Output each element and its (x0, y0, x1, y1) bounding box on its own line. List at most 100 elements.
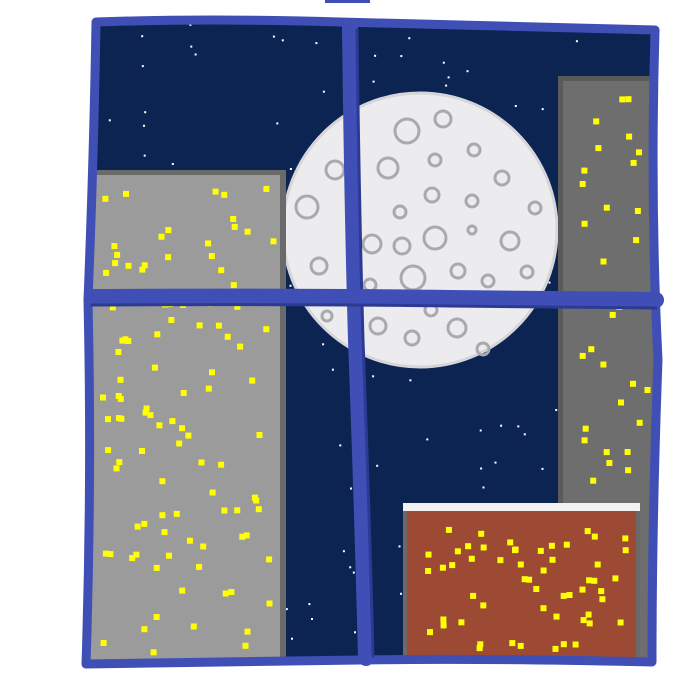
lit-window (100, 640, 107, 646)
lit-window (215, 322, 222, 329)
lit-window (468, 555, 475, 562)
lit-window (179, 587, 186, 594)
lit-window (439, 564, 446, 571)
building-right-edge (558, 76, 563, 664)
star (281, 39, 284, 42)
lit-window (633, 237, 640, 244)
lit-window (630, 380, 636, 387)
star (514, 105, 517, 107)
lit-window (579, 181, 586, 187)
crater (527, 200, 543, 216)
star (141, 65, 144, 68)
lit-window (166, 552, 172, 559)
star (289, 168, 292, 170)
star (372, 80, 375, 83)
lit-window (212, 188, 219, 195)
star (374, 54, 377, 57)
star (523, 433, 526, 436)
lit-window (173, 510, 180, 517)
lit-window (147, 412, 154, 419)
lit-window (622, 547, 629, 554)
lit-window (609, 311, 616, 318)
lit-window (553, 613, 560, 620)
lit-window (548, 542, 555, 549)
lit-window (159, 512, 166, 519)
crater (475, 341, 491, 357)
crater (519, 264, 535, 280)
lit-window (585, 611, 592, 618)
lit-window (112, 260, 119, 267)
window-view (86, 20, 658, 664)
lit-window (105, 416, 111, 423)
lit-window (205, 385, 212, 392)
crater (427, 152, 443, 168)
star (398, 545, 401, 548)
lit-window (102, 195, 109, 202)
star (308, 603, 311, 606)
star (349, 566, 352, 569)
lit-window (625, 96, 632, 103)
lit-window (234, 303, 241, 310)
crater (324, 159, 346, 181)
lit-window (209, 369, 215, 376)
window-frame (81, 15, 664, 669)
lit-window (622, 535, 629, 542)
lit-window (454, 548, 461, 555)
lit-window (221, 507, 228, 514)
lit-window (156, 422, 163, 429)
lit-window (624, 449, 631, 455)
lit-window (153, 564, 160, 571)
star (500, 424, 503, 427)
lit-window (470, 592, 477, 599)
lit-window (117, 376, 124, 383)
star (354, 631, 356, 634)
building-brick (403, 503, 640, 664)
lit-window (158, 233, 165, 240)
lit-window (588, 346, 595, 353)
lit-window (186, 537, 193, 544)
crater (446, 317, 468, 339)
building-left-windows (100, 185, 277, 656)
star (289, 284, 292, 287)
crater (376, 156, 400, 180)
lit-window (143, 405, 150, 412)
lit-window (113, 465, 120, 472)
lit-window (228, 589, 235, 595)
star (447, 76, 450, 79)
crater (493, 169, 511, 187)
lit-window (634, 208, 641, 214)
lit-window (579, 586, 586, 593)
lit-window (580, 617, 587, 624)
lit-window (256, 432, 263, 438)
lit-window (222, 590, 229, 597)
star (480, 467, 483, 470)
lit-window (154, 331, 161, 338)
star (350, 487, 352, 490)
lit-window (168, 317, 175, 323)
lit-window (619, 96, 626, 103)
crater (422, 225, 448, 251)
crater (464, 193, 480, 209)
star (194, 53, 197, 56)
star (276, 122, 279, 125)
lit-window (586, 577, 593, 584)
building-left (86, 170, 286, 664)
lit-window (185, 432, 192, 439)
lit-window (581, 437, 588, 444)
lit-window (153, 614, 160, 620)
lit-window (169, 418, 176, 425)
star (311, 618, 313, 620)
star (409, 379, 412, 382)
lit-window (151, 364, 158, 371)
lit-window (141, 626, 148, 633)
lit-window (630, 159, 637, 166)
lit-window (636, 149, 642, 156)
lit-window (125, 262, 132, 269)
window-mullion-horizontal-shade (90, 303, 658, 310)
lit-window (180, 390, 187, 396)
lit-window (237, 343, 244, 350)
lit-window (122, 336, 129, 343)
lit-window (644, 387, 651, 393)
lit-window (537, 547, 544, 554)
